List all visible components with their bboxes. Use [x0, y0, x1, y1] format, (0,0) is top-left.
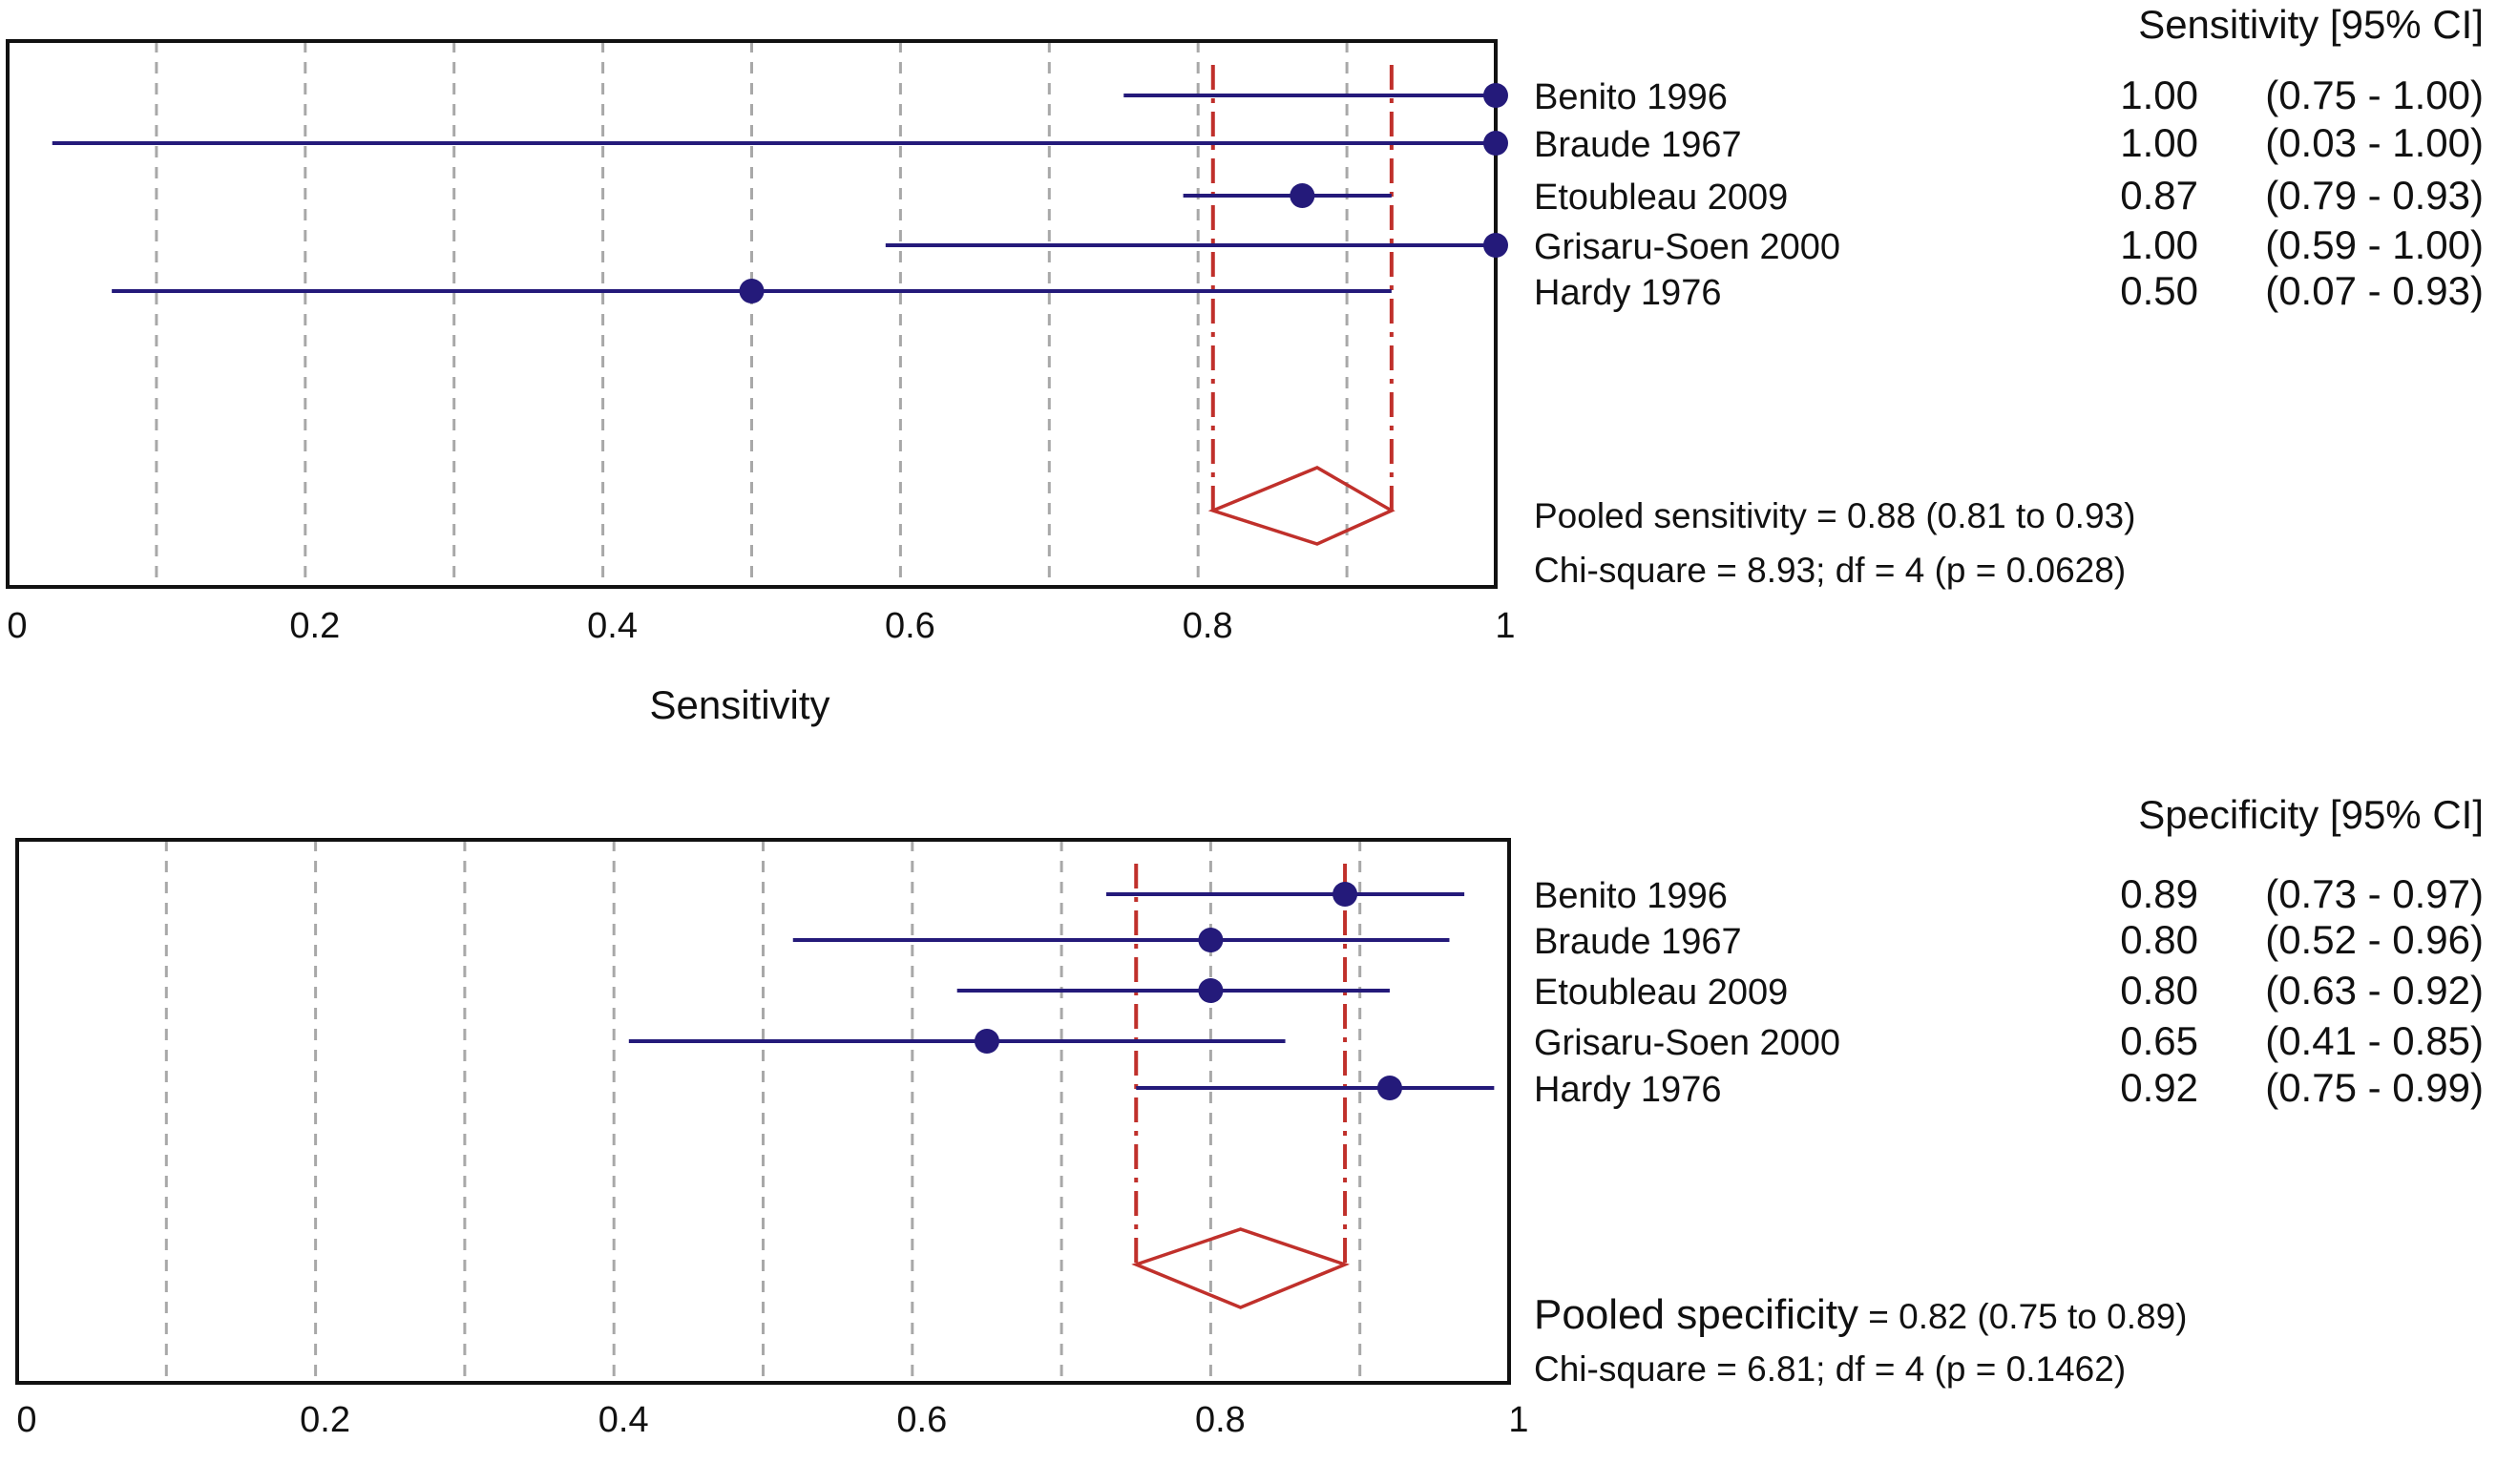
- study-ci-text: (0.63 - 0.92): [2265, 968, 2484, 1013]
- plot-frame: [15, 838, 1511, 1385]
- study-ci-text: (0.03 - 1.00): [2265, 120, 2484, 165]
- study-point: [1483, 131, 1508, 156]
- study-name: Braude 1967: [1534, 125, 1742, 165]
- study-ci-text: (0.75 - 0.99): [2265, 1065, 2484, 1110]
- study-name: Benito 1996: [1534, 77, 1728, 117]
- x-axis-label: Sensitivity: [649, 682, 829, 727]
- x-tick-label: 0.8: [1183, 606, 1233, 646]
- study-name: Hardy 1976: [1534, 1070, 1721, 1110]
- x-tick-label: 0.6: [885, 606, 935, 646]
- x-tick-label: 0.2: [289, 606, 340, 646]
- study-value: 1.00: [2120, 222, 2198, 267]
- study-value: 1.00: [2120, 120, 2198, 165]
- column-header: Specificity [95% CI]: [2138, 792, 2484, 837]
- study-name: Braude 1967: [1534, 922, 1742, 962]
- plot-frame: [6, 39, 1498, 589]
- study-ci-text: (0.73 - 0.97): [2265, 871, 2484, 916]
- pooled-diamond: [1131, 1227, 1351, 1309]
- study-ci-text: (0.07 - 0.93): [2265, 268, 2484, 313]
- study-name: Benito 1996: [1534, 876, 1728, 916]
- x-tick-label: 1: [1508, 1400, 1528, 1440]
- study-point: [1376, 1076, 1402, 1100]
- pooled-diamond: [1207, 466, 1395, 546]
- x-tick-label: 1: [1495, 606, 1515, 646]
- study-ci-text: (0.41 - 0.85): [2265, 1018, 2484, 1063]
- study-value: 0.80: [2120, 968, 2198, 1013]
- study-ci-text: (0.52 - 0.96): [2265, 917, 2484, 962]
- x-tick-label: 0.4: [598, 1400, 649, 1440]
- study-point: [1483, 233, 1508, 258]
- study-point: [1483, 83, 1508, 108]
- x-tick-label: 0.8: [1195, 1400, 1246, 1440]
- study-value: 1.00: [2120, 73, 2198, 117]
- study-name: Etoubleau 2009: [1534, 178, 1788, 218]
- study-point: [1198, 928, 1224, 952]
- pooled-summary-text: Pooled specificity = 0.82 (0.75 to 0.89): [1534, 1291, 2188, 1338]
- study-value: 0.92: [2120, 1065, 2198, 1110]
- study-ci-text: (0.75 - 1.00): [2265, 73, 2484, 117]
- study-value: 0.50: [2120, 268, 2198, 313]
- study-value: 0.80: [2120, 917, 2198, 962]
- study-value: 0.65: [2120, 1018, 2198, 1063]
- study-ci-text: (0.79 - 0.93): [2265, 173, 2484, 218]
- x-tick-label: 0.6: [896, 1400, 947, 1440]
- x-tick-label: 0: [16, 1400, 36, 1440]
- pooled-summary-text: Pooled sensitivity = 0.88 (0.81 to 0.93): [1534, 496, 2135, 535]
- study-value: 0.89: [2120, 871, 2198, 916]
- x-tick-label: 0: [7, 606, 27, 646]
- specificity-forest-panel: 0 0.2 0.4 0.6 0.8 1 Specificity [95% CI] Benito…: [15, 792, 2484, 1440]
- study-point: [1332, 882, 1358, 907]
- study-ci-text: (0.59 - 1.00): [2265, 222, 2484, 267]
- x-tick-label: 0.2: [300, 1400, 350, 1440]
- study-name: Hardy 1976: [1534, 273, 1721, 313]
- study-point: [1198, 978, 1224, 1003]
- pooled-label: Pooled specificity: [1534, 1291, 1858, 1338]
- chi-square-text: Chi-square = 6.81; df = 4 (p = 0.1462): [1534, 1349, 2126, 1389]
- pooled-estimate-text: = 0.88 (0.81 to 0.93): [1807, 496, 2136, 535]
- study-name: Etoubleau 2009: [1534, 972, 1788, 1013]
- study-point: [739, 279, 765, 303]
- study-point: [1290, 183, 1315, 208]
- sensitivity-forest-panel: 0 0.2 0.4 0.6 0.8 1 Sensitivity Sensitivity [95…: [6, 2, 2484, 727]
- study-value: 0.87: [2120, 173, 2198, 218]
- study-name: Grisaru-Soen 2000: [1534, 1023, 1840, 1063]
- study-name: Grisaru-Soen 2000: [1534, 227, 1840, 267]
- x-tick-label: 0.4: [587, 606, 638, 646]
- column-header: Sensitivity [95% CI]: [2138, 2, 2484, 47]
- pooled-label: Pooled sensitivity: [1534, 496, 1807, 535]
- pooled-estimate-text: = 0.82 (0.75 to 0.89): [1858, 1297, 2188, 1336]
- chi-square-text: Chi-square = 8.93; df = 4 (p = 0.0628): [1534, 551, 2126, 590]
- study-point: [974, 1029, 999, 1054]
